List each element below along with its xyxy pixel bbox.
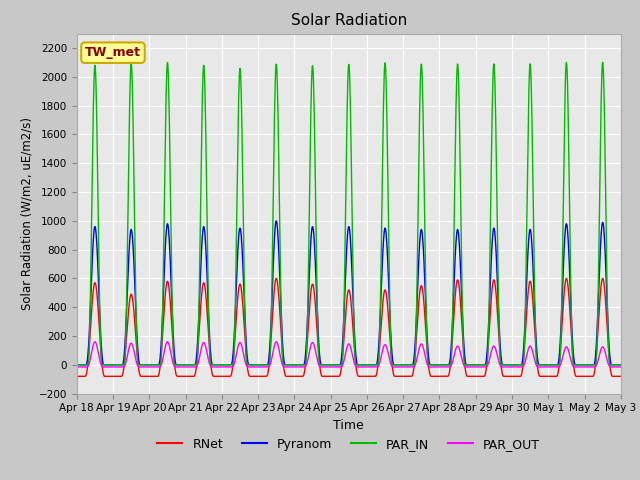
X-axis label: Time: Time: [333, 419, 364, 432]
Pyranom: [180, 362, 188, 368]
PAR_OUT: [617, 364, 625, 370]
Line: Pyranom: Pyranom: [77, 221, 621, 365]
RNet: [194, 348, 202, 354]
PAR_IN: [504, 362, 512, 368]
RNet: [73, 373, 81, 379]
PAR_IN: [255, 362, 262, 368]
Pyranom: [434, 362, 442, 368]
Title: Solar Radiation: Solar Radiation: [291, 13, 407, 28]
Legend: RNet, Pyranom, PAR_IN, PAR_OUT: RNet, Pyranom, PAR_IN, PAR_OUT: [152, 433, 545, 456]
Line: PAR_OUT: PAR_OUT: [77, 342, 621, 367]
PAR_OUT: [73, 364, 81, 370]
RNet: [433, 373, 441, 379]
RNet: [617, 373, 625, 379]
PAR_OUT: [434, 364, 442, 370]
PAR_IN: [552, 362, 560, 368]
PAR_IN: [617, 362, 625, 368]
PAR_OUT: [195, 360, 202, 366]
Line: PAR_IN: PAR_IN: [77, 62, 621, 365]
RNet: [599, 276, 607, 281]
PAR_OUT: [255, 364, 263, 370]
Pyranom: [505, 362, 513, 368]
RNet: [180, 373, 188, 379]
PAR_IN: [433, 362, 441, 368]
Y-axis label: Solar Radiation (W/m2, uE/m2/s): Solar Radiation (W/m2, uE/m2/s): [20, 117, 33, 310]
RNet: [552, 373, 560, 379]
Text: TW_met: TW_met: [85, 46, 141, 59]
Pyranom: [73, 362, 81, 368]
PAR_OUT: [91, 339, 99, 345]
RNet: [504, 373, 512, 379]
PAR_OUT: [181, 364, 189, 370]
PAR_IN: [73, 362, 81, 368]
RNet: [255, 373, 262, 379]
PAR_IN: [180, 362, 188, 368]
PAR_IN: [194, 350, 202, 356]
Pyranom: [273, 218, 280, 224]
Line: RNet: RNet: [77, 278, 621, 376]
Pyranom: [553, 362, 561, 368]
Pyranom: [617, 362, 625, 368]
Pyranom: [194, 336, 202, 342]
Pyranom: [255, 362, 262, 368]
PAR_IN: [599, 60, 607, 65]
PAR_OUT: [505, 364, 513, 370]
PAR_OUT: [553, 364, 561, 370]
